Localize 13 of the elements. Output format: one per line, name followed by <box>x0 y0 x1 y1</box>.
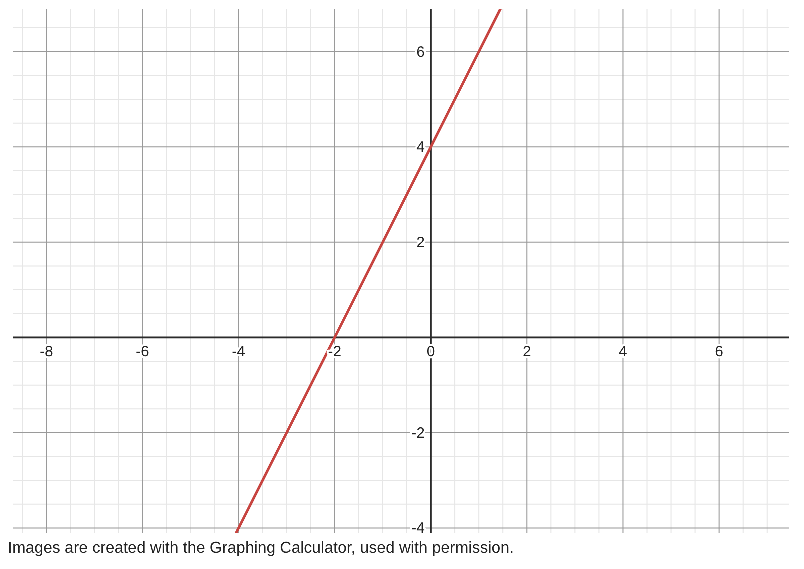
x-tick-label: -8 <box>40 344 54 361</box>
x-tick-label: -2 <box>328 344 342 361</box>
x-tick-label: -6 <box>136 344 150 361</box>
y-tick-label: 6 <box>416 44 426 61</box>
x-tick-label: 4 <box>619 344 628 361</box>
y-tick-label: 4 <box>416 139 426 156</box>
x-tick-label: 2 <box>522 344 532 361</box>
y-tick-label: -4 <box>412 520 426 538</box>
y-tick-label: 2 <box>416 234 426 252</box>
text: Images are created with the Graphing Calculator, used with permission. <box>8 540 514 558</box>
y-tick-label: -2 <box>412 424 426 442</box>
x-tick-label: 6 <box>715 344 724 361</box>
x-tick-label: -4 <box>232 344 246 361</box>
